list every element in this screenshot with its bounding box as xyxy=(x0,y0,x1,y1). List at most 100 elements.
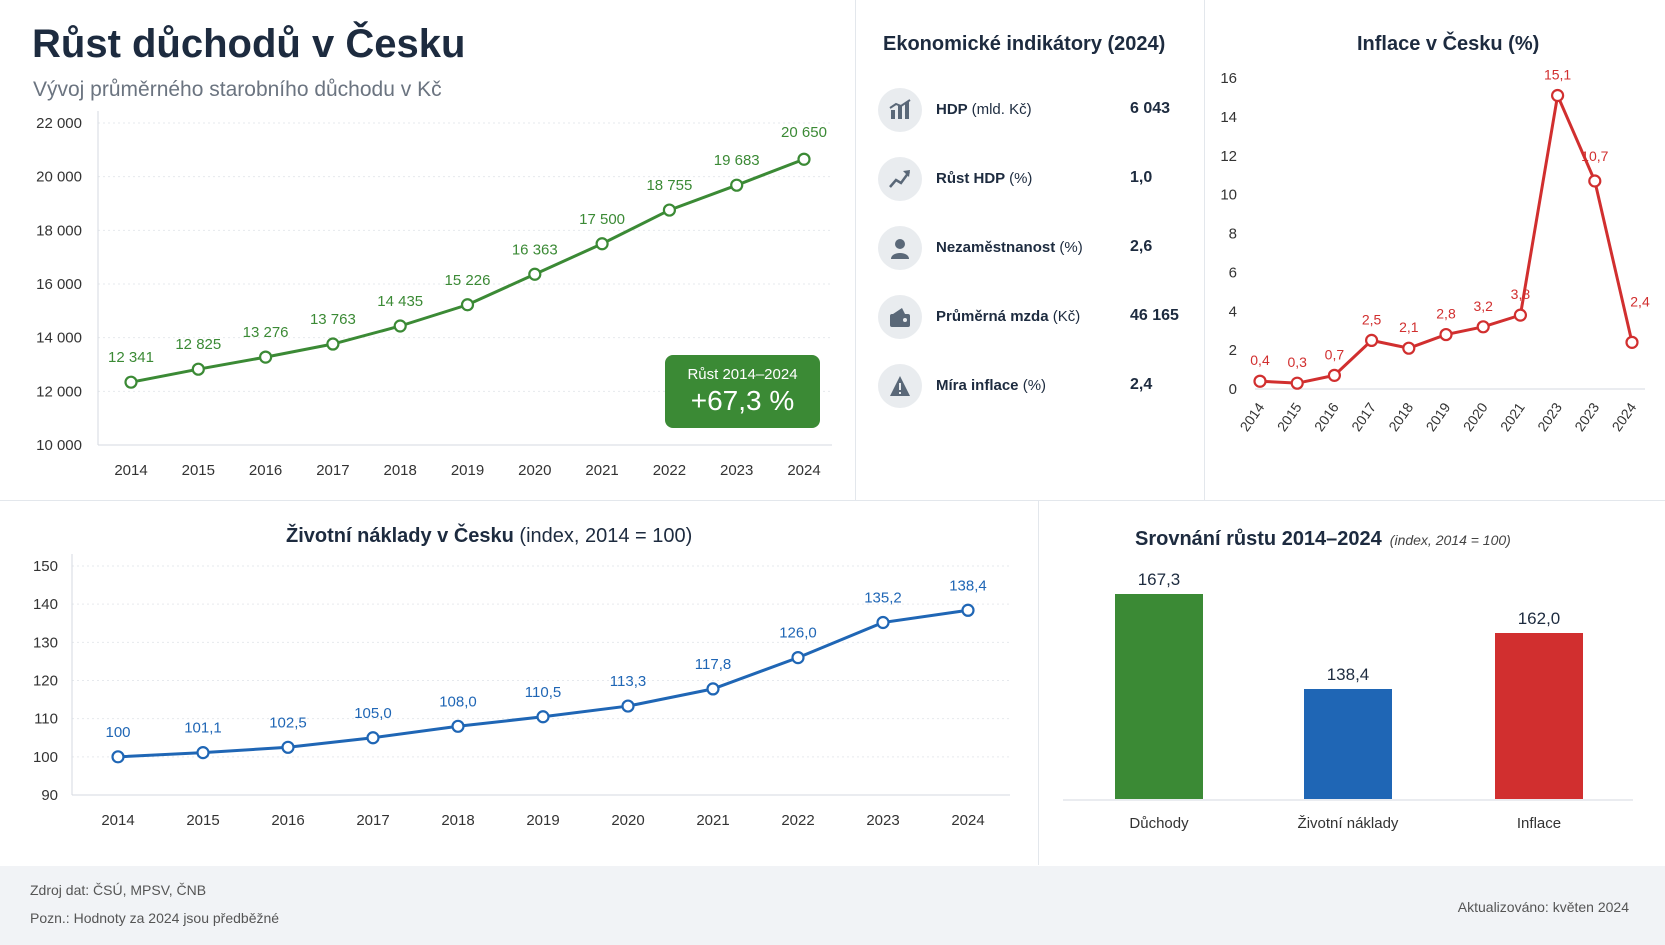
y-tick-label: 20 000 xyxy=(36,169,82,186)
cost-panel: Životní náklady v Česku (index, 2014 = 1… xyxy=(0,501,1038,865)
indicators-title: Ekonomické indikátory (2024) xyxy=(883,33,1166,55)
bar xyxy=(1495,633,1583,799)
data-point xyxy=(1402,341,1416,355)
x-tick-label: Důchody xyxy=(1129,815,1189,832)
data-label: 0,3 xyxy=(1287,354,1307,370)
x-tick-label: 2014 xyxy=(1236,399,1267,434)
growth-badge-value: +67,3 % xyxy=(690,385,795,416)
y-tick-label: 18 000 xyxy=(36,222,82,239)
indicator-value: 2,4 xyxy=(1130,376,1153,393)
footer-source: Zdroj dat: ČSÚ, MPSV, ČNB xyxy=(30,882,207,898)
bar xyxy=(1115,594,1203,799)
data-point xyxy=(393,319,407,333)
data-point xyxy=(326,337,340,351)
data-point xyxy=(1625,335,1639,349)
growth-badge-label: Růst 2014–2024 xyxy=(687,366,798,383)
indicator-unemployment: Nezaměstnanost (%) 2,6 xyxy=(878,226,1198,272)
x-tick-label: 2017 xyxy=(356,812,389,829)
x-tick-label: 2019 xyxy=(1422,399,1453,434)
x-tick-label: 2021 xyxy=(585,462,618,479)
data-point xyxy=(1513,308,1527,322)
cost-title: Životní náklady v Česku (index, 2014 = 1… xyxy=(286,525,693,547)
data-label: 2,8 xyxy=(1436,306,1456,322)
person-icon xyxy=(878,226,922,270)
data-label: 3,8 xyxy=(1511,286,1531,302)
x-tick-label: Životní náklady xyxy=(1298,815,1399,832)
data-point xyxy=(1476,320,1490,334)
y-tick-label: 12 xyxy=(1220,148,1237,165)
data-label: 162,0 xyxy=(1518,609,1561,628)
x-tick-label: 2018 xyxy=(384,462,417,479)
x-tick-label: 2018 xyxy=(441,812,474,829)
data-label: 15 226 xyxy=(445,272,491,289)
data-label: 126,0 xyxy=(779,625,817,642)
data-point xyxy=(797,152,811,166)
data-label: 10,7 xyxy=(1581,148,1608,164)
indicator-inflation-rate: Míra inflace (%) 2,4 xyxy=(878,364,1198,410)
indicator-value: 46 165 xyxy=(1130,307,1179,324)
data-label: 100 xyxy=(105,724,130,741)
data-label: 138,4 xyxy=(1327,665,1370,684)
y-tick-label: 16 000 xyxy=(36,276,82,293)
y-tick-label: 140 xyxy=(33,596,58,613)
x-tick-label: 2016 xyxy=(249,462,282,479)
x-tick-label: 2023 xyxy=(720,462,753,479)
y-tick-label: 0 xyxy=(1229,381,1237,398)
data-point xyxy=(706,682,720,696)
indicator-value: 2,6 xyxy=(1130,238,1153,255)
x-tick-label: Inflace xyxy=(1517,815,1561,832)
data-label: 135,2 xyxy=(864,589,902,606)
y-tick-label: 100 xyxy=(33,749,58,766)
footer: Zdroj dat: ČSÚ, MPSV, ČNB Pozn.: Hodnoty… xyxy=(0,866,1665,945)
x-tick-label: 2015 xyxy=(1274,399,1305,434)
data-label: 12 341 xyxy=(108,349,154,366)
x-tick-label: 2021 xyxy=(696,812,729,829)
pension-chart: 10 000 12 000 14 000 16 000 18 000 20 000 22 0… xyxy=(36,111,832,479)
data-label: 13 276 xyxy=(243,324,289,341)
data-point xyxy=(281,740,295,754)
x-tick-label: 2020 xyxy=(1460,399,1491,434)
x-tick-label: 2015 xyxy=(182,462,215,479)
y-tick-label: 90 xyxy=(41,787,58,804)
x-tick-label: 2024 xyxy=(951,812,984,829)
data-label: 138,4 xyxy=(949,577,987,594)
y-tick-label: 10 000 xyxy=(36,437,82,454)
data-point xyxy=(791,651,805,665)
y-tick-label: 2 xyxy=(1229,342,1237,359)
x-tick-label: 2021 xyxy=(1497,399,1528,434)
x-tick-label: 2024 xyxy=(787,462,820,479)
indicator-gdp-growth: Růst HDP (%) 1,0 xyxy=(878,157,1198,203)
data-label: 19 683 xyxy=(714,152,760,169)
y-tick-label: 6 xyxy=(1229,264,1237,281)
x-tick-label: 2018 xyxy=(1385,399,1416,434)
data-point xyxy=(124,375,138,389)
y-tick-label: 8 xyxy=(1229,226,1237,243)
data-point xyxy=(662,203,677,217)
y-tick-label: 120 xyxy=(33,673,58,690)
data-label: 110,5 xyxy=(525,684,561,701)
data-point xyxy=(1588,174,1602,188)
data-point xyxy=(1365,333,1379,348)
data-point xyxy=(366,731,380,745)
data-point xyxy=(621,699,635,713)
data-label: 113,3 xyxy=(610,673,646,690)
data-point xyxy=(595,237,609,251)
data-label: 2,1 xyxy=(1399,319,1419,335)
x-tick-label: 2019 xyxy=(526,812,559,829)
data-label: 12 825 xyxy=(175,336,221,353)
data-point xyxy=(961,603,975,617)
data-point xyxy=(876,615,890,630)
data-label: 117,8 xyxy=(695,656,731,673)
data-point xyxy=(191,362,205,376)
cost-chart: 90 100 110 120 130 140 150 2014 2015 2016 2017 2018… xyxy=(33,554,1010,829)
x-tick-label: 2022 xyxy=(781,812,814,829)
indicator-label: HDP (mld. Kč) xyxy=(936,101,1032,118)
series-line xyxy=(130,157,805,384)
data-label: 2,4 xyxy=(1630,293,1650,309)
data-point xyxy=(111,750,125,764)
data-point xyxy=(1439,327,1453,342)
comparison-panel: Srovnání růstu 2014–2024 (index, 2014 = 1… xyxy=(1039,501,1665,865)
data-point xyxy=(730,178,744,192)
data-label: 15,1 xyxy=(1544,66,1571,82)
